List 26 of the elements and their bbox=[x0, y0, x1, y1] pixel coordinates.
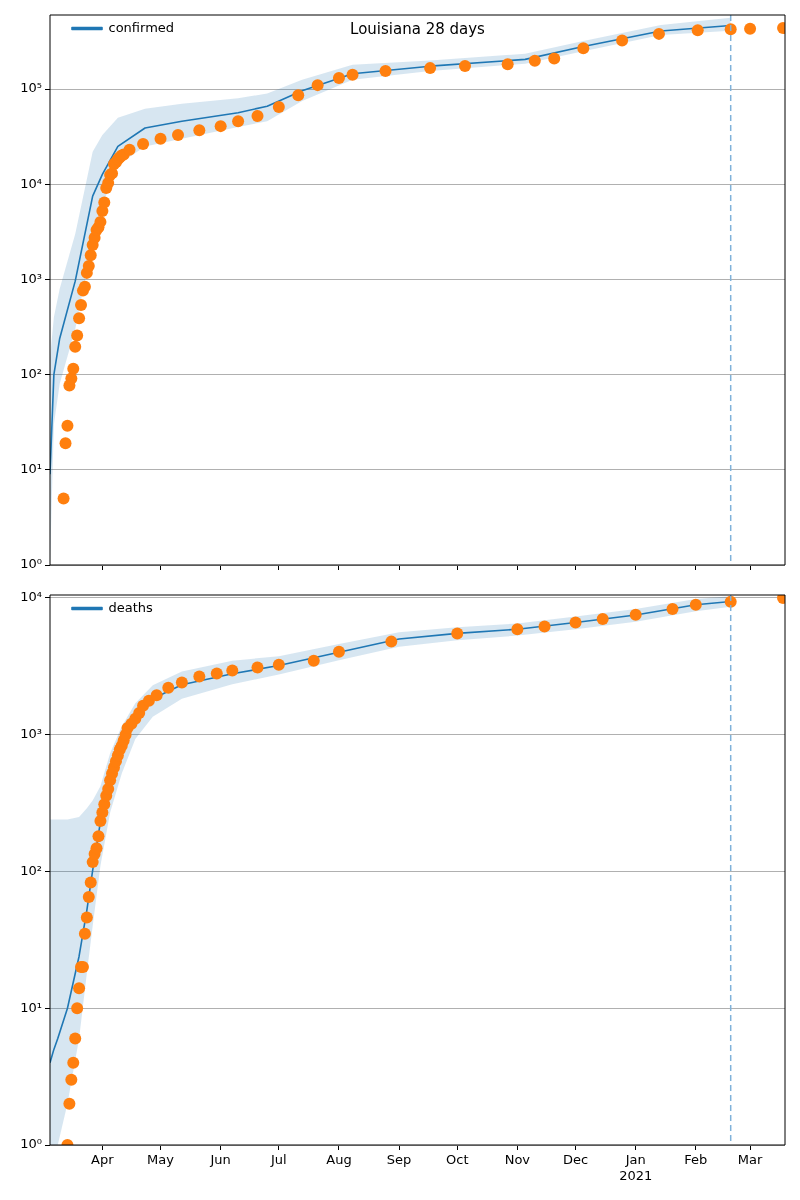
x-tick-label: Jan 2021 bbox=[619, 1152, 653, 1183]
y-tick-label: 10⁰ bbox=[20, 556, 42, 572]
x-tick-label: Nov bbox=[504, 1152, 531, 1168]
x-tick-label: Mar bbox=[737, 1152, 764, 1168]
legend-label: confirmed bbox=[108, 19, 175, 35]
x-tick-label: Jun bbox=[209, 1152, 231, 1168]
x-tick-label: Sep bbox=[386, 1152, 412, 1168]
x-tick-label: Oct bbox=[446, 1152, 469, 1168]
y-tick-label: 10³ bbox=[20, 726, 42, 742]
y-tick-label: 10² bbox=[20, 862, 42, 878]
y-tick-label: 10⁵ bbox=[20, 80, 42, 96]
x-tick-label: Jul bbox=[270, 1152, 287, 1168]
x-tick-label: Apr bbox=[91, 1152, 115, 1168]
x-tick-label: Feb bbox=[684, 1152, 708, 1168]
y-tick-label: 10⁴ bbox=[20, 175, 42, 191]
y-tick-label: 10⁴ bbox=[20, 589, 42, 605]
x-tick-label: Dec bbox=[562, 1152, 589, 1168]
y-tick-label: 10¹ bbox=[20, 461, 42, 477]
x-tick-label: Aug bbox=[326, 1152, 352, 1168]
x-tick-label: May bbox=[147, 1152, 175, 1168]
legend-label: deaths bbox=[108, 599, 154, 615]
y-tick-label: 10¹ bbox=[20, 999, 42, 1015]
y-tick-label: 10³ bbox=[20, 270, 42, 286]
y-tick-label: 10⁰ bbox=[20, 1136, 42, 1152]
y-tick-label: 10² bbox=[20, 366, 42, 381]
chart-title: Louisiana 28 days bbox=[350, 20, 486, 39]
